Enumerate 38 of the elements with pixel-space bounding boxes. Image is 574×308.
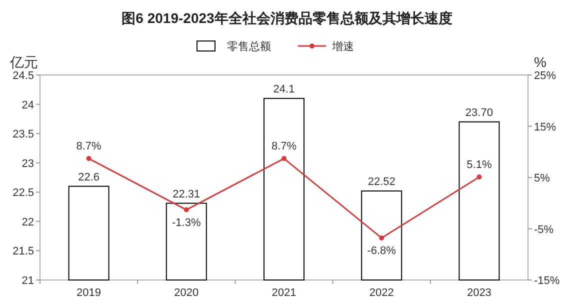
y-tick-label: 21.5 [12, 246, 34, 258]
point [379, 235, 384, 240]
data-label: -1.3% [172, 216, 201, 229]
x-tick-label: 2019 [76, 287, 102, 299]
data-label: 8.7% [271, 140, 297, 153]
data-label: 22.52 [368, 176, 396, 188]
data-label: 22.31 [172, 188, 200, 200]
point [282, 156, 286, 162]
y2-tick-label: 15% [534, 121, 556, 134]
y-tick-label: 22.5 [12, 187, 34, 200]
data-label: 5.1% [466, 158, 492, 171]
y-tick-label: 24.5 [12, 70, 34, 82]
point [86, 156, 92, 162]
y-tick-label: 22 [22, 216, 34, 228]
x-tick-label: 2022 [369, 287, 394, 299]
x-tick-label: 2021 [272, 287, 296, 299]
point [184, 207, 189, 212]
y2-tick-label: 25% [534, 70, 556, 82]
y-tick-label: 23 [22, 158, 34, 170]
data-label: -6.8% [367, 244, 396, 257]
y2label: % [534, 54, 546, 70]
legend-label: 零售总额 [227, 40, 271, 53]
ylabel: 亿元 [10, 54, 38, 70]
data-label: 8.7% [76, 140, 102, 153]
y-tick-label: 21 [22, 275, 34, 287]
y2-tick-label: 5% [534, 172, 550, 184]
y2-tick-label: -15% [534, 275, 560, 287]
data-label: 24.1 [273, 83, 295, 96]
point [476, 174, 482, 180]
x-tick-label: 2023 [466, 287, 492, 299]
y-tick-label: 24 [22, 99, 34, 112]
y2-tick-label: -5% [534, 224, 554, 236]
y-tick-label: 23.5 [12, 128, 34, 141]
data-label: 23.70 [465, 106, 493, 119]
legend-label: 增速 [331, 40, 354, 53]
x-tick-label: 2020 [174, 287, 199, 299]
title: 图6 2019-2023年全社会消费品零售总额及其增长速度 [122, 10, 452, 26]
data-label: 22.6 [78, 171, 100, 184]
